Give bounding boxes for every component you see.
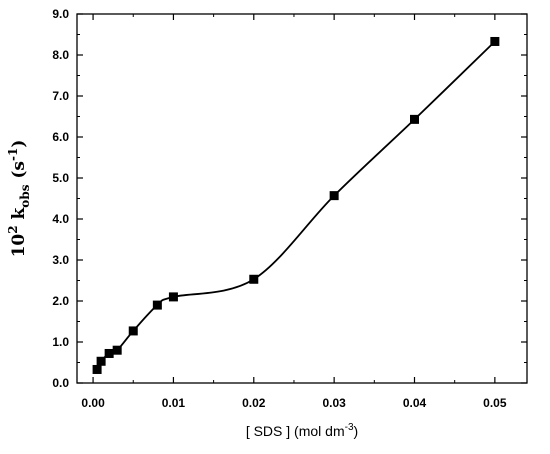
y-tick-label: 9.0 <box>52 7 69 21</box>
x-axis-title-main: [ SDS ] (mol dm <box>246 423 345 439</box>
y-axis-title-sup3: -1 <box>6 148 20 161</box>
y-axis-title: 102 kobs (s-1) <box>6 140 32 258</box>
x-tick-label: 0.03 <box>322 396 346 410</box>
y-tick-label: 3.0 <box>52 253 69 267</box>
y-axis-title-part2: k <box>9 206 29 225</box>
y-tick-label: 4.0 <box>52 212 69 226</box>
x-tick-label: 0.05 <box>483 396 507 410</box>
data-point <box>152 300 162 310</box>
y-tick-label: 0.0 <box>52 376 69 390</box>
data-point <box>112 345 122 355</box>
data-point <box>249 274 259 284</box>
data-point <box>96 356 106 366</box>
y-tick-label: 6.0 <box>52 130 69 144</box>
data-point <box>490 36 500 46</box>
plot-frame <box>76 13 528 384</box>
data-point <box>329 191 339 201</box>
y-axis-title-sup1: 2 <box>6 225 20 233</box>
fit-curve <box>96 40 496 370</box>
data-point <box>128 326 138 336</box>
data-point <box>168 292 178 302</box>
y-axis-title-part1: 10 <box>9 234 29 258</box>
data-point <box>410 114 419 124</box>
data-point <box>104 348 114 358</box>
data-points <box>92 36 500 374</box>
y-axis-title-part4: ) <box>9 140 29 148</box>
x-tick-label: 0.01 <box>162 396 186 410</box>
y-axis-title-part3: (s <box>9 161 29 185</box>
axis-labels: [ SDS ] (mol dm-3) 102 kobs (s-1) <box>6 140 358 439</box>
axis-ticks: 0.00 0.01 0.02 0.03 0.04 0.05 0.0 1.0 2.0 3.0 4.0 5… <box>52 7 527 410</box>
y-tick-label: 7.0 <box>52 89 69 103</box>
y-axis-title-sub: obs <box>18 184 32 207</box>
data-point <box>92 364 102 374</box>
x-axis-title-tail: ) <box>354 423 359 439</box>
plot-area-border <box>76 13 528 384</box>
y-tick-label: 8.0 <box>52 48 69 62</box>
x-axis-title-sup: -3 <box>345 422 354 433</box>
y-tick-label: 1.0 <box>52 335 69 349</box>
x-axis-title: [ SDS ] (mol dm-3) <box>246 422 358 439</box>
fit-curve-layer <box>96 40 496 370</box>
y-tick-label: 2.0 <box>52 294 69 308</box>
y-tick-label: 5.0 <box>52 171 69 185</box>
x-tick-label: 0.02 <box>242 396 266 410</box>
x-tick-label: 0.00 <box>81 396 105 410</box>
x-tick-label: 0.04 <box>403 396 427 410</box>
